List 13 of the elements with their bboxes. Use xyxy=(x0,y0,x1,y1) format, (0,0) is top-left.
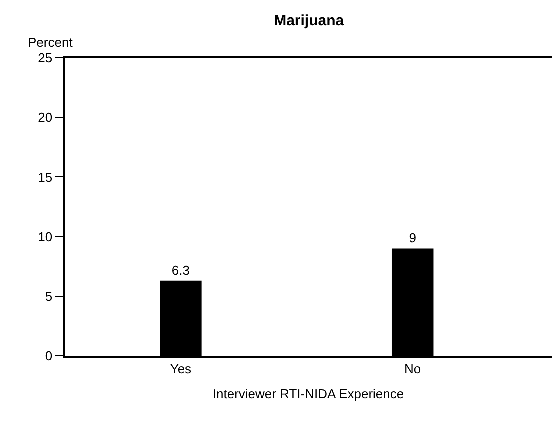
y-axis-title: Percent xyxy=(28,35,74,50)
data-label: 6.3 xyxy=(172,262,190,278)
y-tick-label: 5 xyxy=(45,288,53,304)
y-tick-label: 25 xyxy=(38,50,53,66)
y-tick-label: 0 xyxy=(45,348,53,364)
y-tick-label: 10 xyxy=(38,229,53,244)
data-label: 9 xyxy=(409,230,416,246)
x-axis-title: Interviewer RTI-NIDA Experience xyxy=(212,386,404,402)
y-tick-label: 15 xyxy=(38,170,53,185)
y-tick-label: 20 xyxy=(38,110,53,126)
x-tick-label: Yes xyxy=(170,361,192,376)
x-tick-label: No xyxy=(404,361,422,376)
chart-title: Marijuana xyxy=(274,12,345,30)
